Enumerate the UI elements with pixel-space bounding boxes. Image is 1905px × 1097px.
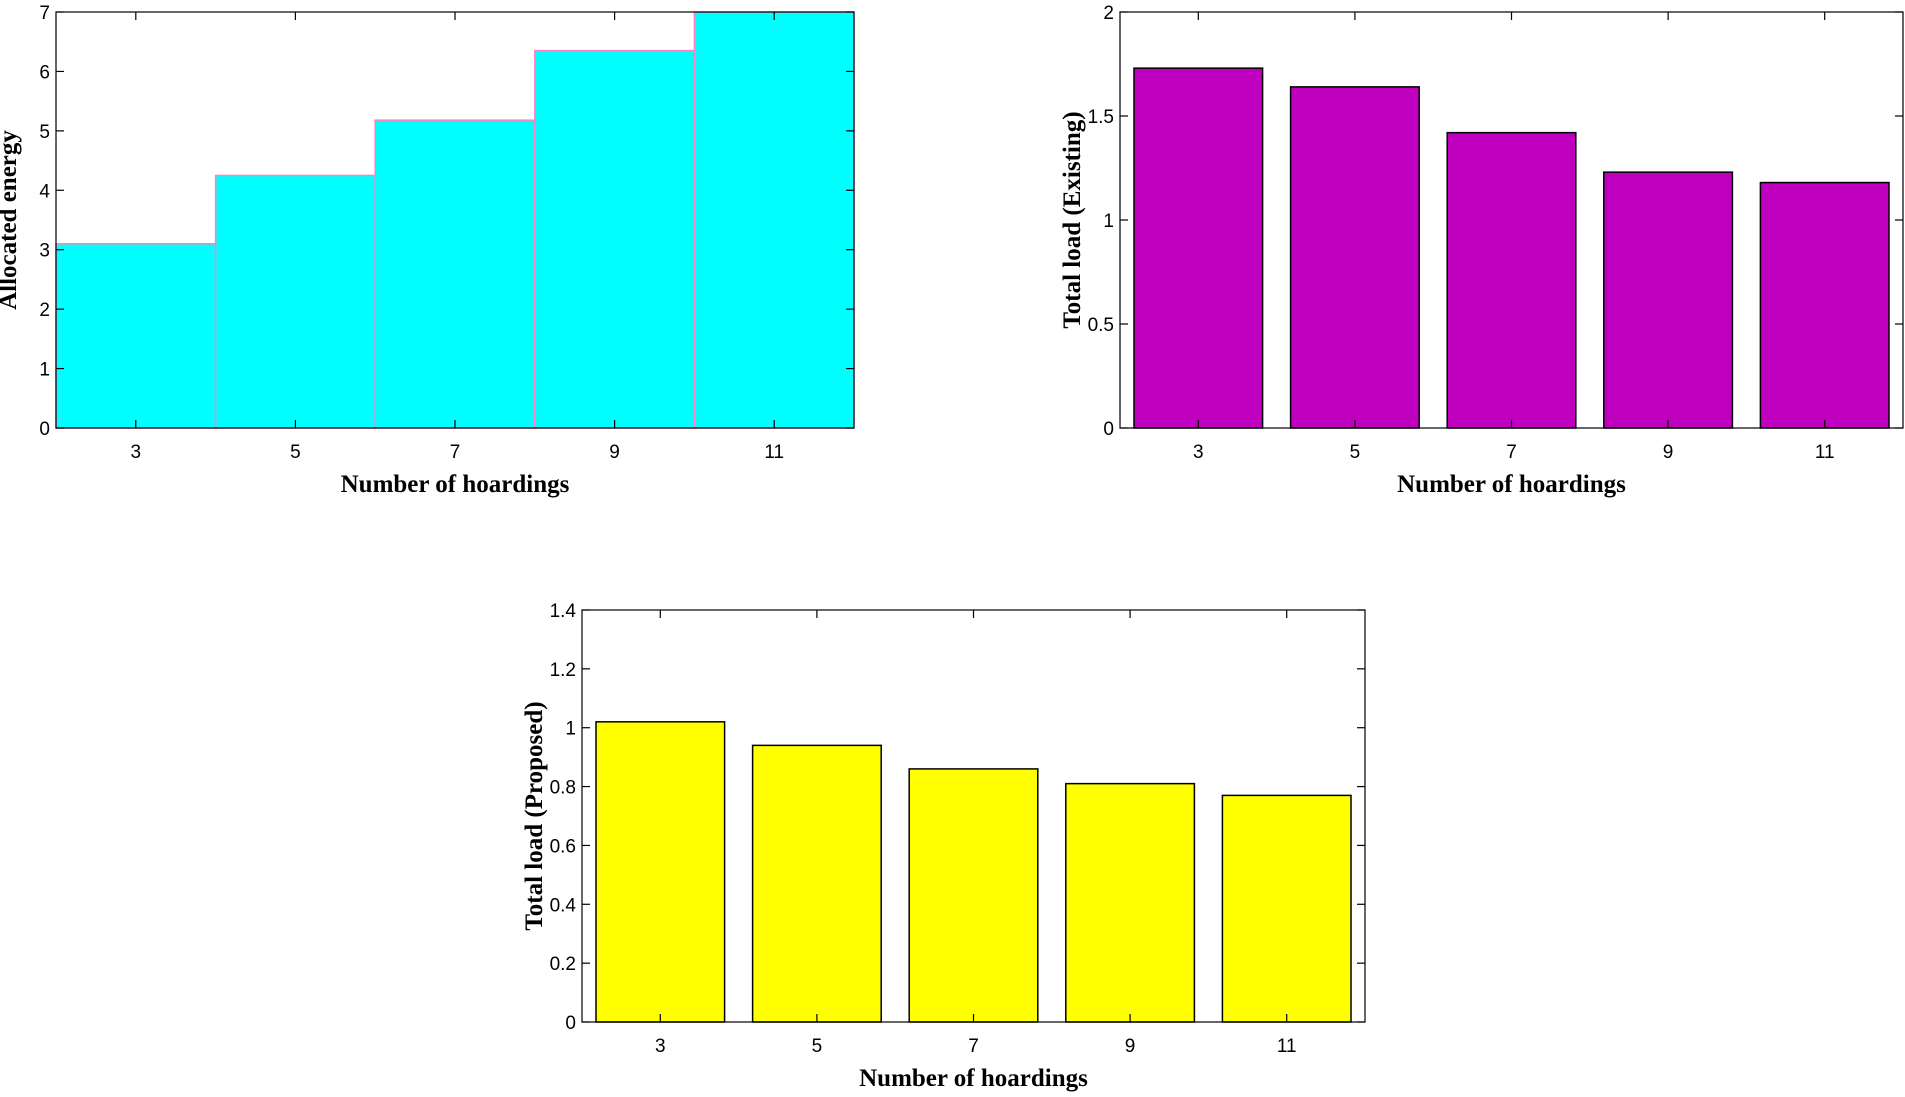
total-load-proposed-y-tick-label: 1 xyxy=(565,719,576,740)
total-load-existing-bar-3 xyxy=(1133,67,1264,429)
allocated-energy-y-axis-label: Allocated energy xyxy=(0,130,22,310)
total-load-proposed-y-tick-label: 0 xyxy=(565,1013,576,1034)
allocated-energy-y-tick-label: 7 xyxy=(39,3,50,24)
allocated-energy-x-tick-label: 9 xyxy=(609,442,620,463)
total-load-existing-y-tick-label: 1 xyxy=(1103,211,1114,232)
total-load-proposed-y-tick-label: 1.4 xyxy=(550,601,577,622)
total-load-proposed-ticks: 3 5 7 9 11 0 0.2 0.4 0.6 0.8 1 1.2 1.4 xyxy=(550,601,1365,1057)
total-load-existing-x-tick-label: 5 xyxy=(1350,442,1361,463)
allocated-energy-x-tick-label: 11 xyxy=(764,442,784,463)
total-load-existing-bar-5 xyxy=(1289,86,1420,429)
allocated-energy-ticks: 3 5 7 9 11 0 1 2 3 4 5 6 7 xyxy=(39,3,854,463)
allocated-energy-bar-7 xyxy=(374,119,536,429)
total-load-proposed-x-axis-label: Number of hoardings xyxy=(859,1065,1088,1092)
total-load-existing-x-tick-label: 11 xyxy=(1815,442,1835,463)
allocated-energy-y-tick-label: 5 xyxy=(39,122,50,143)
total-load-existing-x-axis-label: Number of hoardings xyxy=(1397,471,1626,498)
allocated-energy-y-tick-label: 0 xyxy=(39,419,50,440)
total-load-proposed-x-tick-label: 7 xyxy=(968,1036,979,1057)
total-load-proposed-bar-11 xyxy=(1221,794,1352,1023)
allocated-energy-x-tick-label: 7 xyxy=(450,442,461,463)
allocated-energy-bar-5 xyxy=(214,174,376,429)
total-load-existing-y-tick-label: 0 xyxy=(1103,419,1114,440)
total-load-proposed-y-tick-label: 0.4 xyxy=(550,895,577,916)
total-load-proposed-y-tick-label: 1.2 xyxy=(550,660,576,681)
total-load-proposed-x-tick-label: 11 xyxy=(1277,1036,1297,1057)
allocated-energy-y-tick-label: 1 xyxy=(39,360,50,381)
total-load-proposed-bar-3 xyxy=(595,721,726,1023)
total-load-proposed-y-tick-label: 0.8 xyxy=(550,778,576,799)
total-load-proposed-bar-5 xyxy=(751,744,882,1023)
allocated-energy-bar-11 xyxy=(693,11,855,429)
total-load-existing-ticks: 3 5 7 9 11 0 0.5 1 1.5 2 xyxy=(1088,3,1903,463)
allocated-energy-x-tick-label: 5 xyxy=(290,442,301,463)
total-load-proposed-bar-9 xyxy=(1065,782,1196,1023)
allocated-energy-x-axis-label: Number of hoardings xyxy=(341,471,570,498)
total-load-proposed-y-tick-label: 0.2 xyxy=(550,954,576,975)
allocated-energy-bar-3 xyxy=(55,243,217,429)
total-load-proposed-x-tick-label: 5 xyxy=(812,1036,823,1057)
total-load-existing-bars xyxy=(1133,67,1890,429)
total-load-existing-y-tick-label: 0.5 xyxy=(1088,315,1114,336)
total-load-proposed-bars xyxy=(595,721,1352,1023)
total-load-existing-y-tick-label: 1.5 xyxy=(1088,107,1114,128)
total-load-existing-y-tick-label: 2 xyxy=(1103,3,1114,24)
total-load-existing-bar-9 xyxy=(1603,171,1734,429)
total-load-proposed-x-tick-label: 9 xyxy=(1125,1036,1136,1057)
total-load-existing-bar-11 xyxy=(1759,181,1890,429)
total-load-proposed-y-tick-label: 0.6 xyxy=(550,836,576,857)
allocated-energy-chart: 3 5 7 9 11 0 1 2 3 4 5 6 7 Number of hoardings Alloc… xyxy=(0,3,855,498)
total-load-proposed-bar-7 xyxy=(908,768,1039,1023)
allocated-energy-y-tick-label: 6 xyxy=(39,62,50,83)
allocated-energy-x-tick-label: 3 xyxy=(131,442,142,463)
allocated-energy-y-tick-label: 4 xyxy=(39,181,50,202)
total-load-existing-y-axis-label: Total load (Existing) xyxy=(1059,111,1086,328)
total-load-existing-x-tick-label: 3 xyxy=(1193,442,1204,463)
total-load-existing-x-tick-label: 9 xyxy=(1663,442,1674,463)
total-load-existing-bar-7 xyxy=(1446,131,1577,429)
total-load-existing-chart: 3 5 7 9 11 0 0.5 1 1.5 2 Number of hoardings Tota… xyxy=(1059,3,1904,498)
allocated-energy-bars xyxy=(55,11,855,429)
allocated-energy-y-tick-label: 3 xyxy=(39,241,50,262)
total-load-existing-x-tick-label: 7 xyxy=(1506,442,1517,463)
total-load-proposed-chart: 3 5 7 9 11 0 0.2 0.4 0.6 0.8 1 1.2 1.4 Number of hoa… xyxy=(521,601,1366,1092)
total-load-proposed-x-tick-label: 3 xyxy=(655,1036,666,1057)
allocated-energy-bar-9 xyxy=(534,49,696,429)
allocated-energy-y-tick-label: 2 xyxy=(39,300,50,321)
total-load-proposed-y-axis-label: Total load (Proposed) xyxy=(521,701,548,930)
